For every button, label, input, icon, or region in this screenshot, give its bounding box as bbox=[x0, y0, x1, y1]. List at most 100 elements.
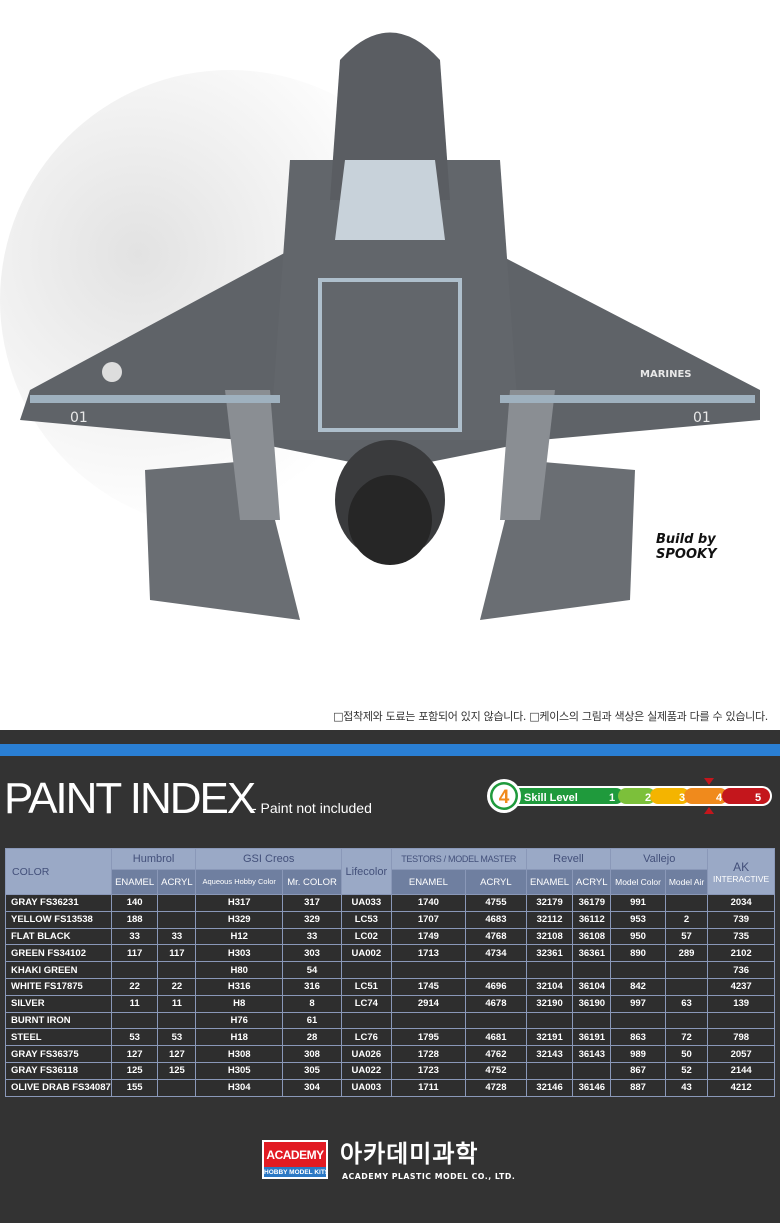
paint-code-cell: 57 bbox=[664, 927, 709, 946]
paint-code-cell: 4696 bbox=[465, 977, 527, 996]
paint-code-cell bbox=[157, 961, 197, 979]
paint-code-cell: H12 bbox=[195, 927, 284, 946]
table-row: GRAY FS36231 140 H317 317 UA033 1740 4755 32179… bbox=[5, 894, 775, 912]
paint-code-cell: 32108 bbox=[525, 927, 574, 946]
paint-code-cell: 1745 bbox=[390, 977, 467, 996]
paint-code-cell bbox=[572, 961, 612, 979]
paint-code-cell: 32104 bbox=[525, 977, 574, 996]
skill-level-4: 4 bbox=[716, 792, 723, 804]
paint-code-cell: 36112 bbox=[572, 910, 612, 929]
table-row: STEEL 53 53 H18 28 LC76 1795 4681 32191 36191 863 7… bbox=[5, 1028, 775, 1047]
paint-code-cell: UA026 bbox=[341, 1045, 392, 1063]
header-gsi-creos: GSI Creos bbox=[195, 848, 343, 870]
ak-name-2: INTERACTIVE bbox=[713, 873, 770, 884]
paint-code-cell: 1713 bbox=[390, 944, 467, 963]
paint-code-cell bbox=[110, 1011, 159, 1030]
paint-code-cell: 8 bbox=[282, 994, 343, 1013]
table-row: OLIVE DRAB FS34087 155 H304 304 UA003 1711 472… bbox=[5, 1078, 775, 1097]
paint-code-cell: 4752 bbox=[465, 1061, 527, 1080]
paint-code-cell bbox=[157, 1078, 197, 1097]
paint-code-cell: 32190 bbox=[525, 994, 574, 1013]
paint-code-cell: 316 bbox=[282, 977, 343, 996]
paint-code-cell: H329 bbox=[195, 910, 284, 929]
color-name-cell: BURNT IRON bbox=[5, 1011, 112, 1030]
skill-level-bar: 4 Skill Level 1 2 3 4 5 bbox=[487, 778, 772, 814]
paint-code-cell bbox=[157, 1011, 197, 1030]
paint-code-cell: 72 bbox=[664, 1028, 709, 1047]
paint-code-cell: 28 bbox=[282, 1028, 343, 1047]
paint-code-cell: LC02 bbox=[341, 927, 392, 946]
sub-revell-enamel: ENAMEL bbox=[525, 869, 574, 895]
paint-code-cell bbox=[525, 1061, 574, 1080]
paint-code-cell: 2914 bbox=[390, 994, 467, 1013]
paint-code-cell: 50 bbox=[664, 1045, 709, 1063]
paint-code-cell: UA002 bbox=[341, 944, 392, 963]
paint-code-cell: H76 bbox=[195, 1011, 284, 1030]
table-row: GRAY FS36118 125 125 H305 305 UA022 1723 4752 86… bbox=[5, 1061, 775, 1080]
paint-code-cell: 887 bbox=[610, 1078, 666, 1097]
paint-code-cell: 1740 bbox=[390, 894, 467, 912]
paint-code-cell: 1795 bbox=[390, 1028, 467, 1047]
paint-code-cell: H304 bbox=[195, 1078, 284, 1097]
paint-code-cell: 32143 bbox=[525, 1045, 574, 1063]
paint-code-cell: 842 bbox=[610, 977, 666, 996]
table-row: KHAKI GREEN H80 54 736 bbox=[5, 961, 775, 979]
paint-code-cell bbox=[157, 894, 197, 912]
sub-testors-enamel: ENAMEL bbox=[390, 869, 467, 895]
divider-dark bbox=[0, 730, 780, 744]
paint-code-cell bbox=[664, 977, 709, 996]
paint-code-cell: 798 bbox=[707, 1028, 775, 1047]
skill-level-2: 2 bbox=[645, 792, 651, 804]
paint-code-cell: 32146 bbox=[525, 1078, 574, 1097]
paint-code-cell: 329 bbox=[282, 910, 343, 929]
paint-code-cell: 4212 bbox=[707, 1078, 775, 1097]
paint-code-cell: 739 bbox=[707, 910, 775, 929]
paint-code-cell: LC74 bbox=[341, 994, 392, 1013]
paint-code-cell bbox=[664, 961, 709, 979]
paint-code-cell: 125 bbox=[157, 1061, 197, 1080]
skill-level-1: 1 bbox=[609, 792, 615, 804]
paint-code-cell: 117 bbox=[157, 944, 197, 963]
paint-code-cell: 1728 bbox=[390, 1045, 467, 1063]
paint-code-cell: 991 bbox=[610, 894, 666, 912]
table-row: YELLOW FS13538 188 H329 329 LC53 1707 4683 3211… bbox=[5, 910, 775, 929]
selected-marker-bottom-icon bbox=[704, 807, 714, 814]
paint-code-cell bbox=[610, 961, 666, 979]
paint-code-cell: 54 bbox=[282, 961, 343, 979]
paint-code-cell bbox=[390, 961, 467, 979]
paint-code-cell: 32179 bbox=[525, 894, 574, 912]
logo-main: ACADEMY bbox=[262, 1140, 328, 1167]
paint-code-cell: 308 bbox=[282, 1045, 343, 1063]
paint-code-cell: H305 bbox=[195, 1061, 284, 1080]
paint-code-cell: 139 bbox=[707, 994, 775, 1013]
paint-code-cell: 11 bbox=[110, 994, 159, 1013]
paint-code-cell: 36190 bbox=[572, 994, 612, 1013]
paint-code-cell: 2057 bbox=[707, 1045, 775, 1063]
table-row: BURNT IRON H76 61 bbox=[5, 1011, 775, 1030]
paint-code-cell: H18 bbox=[195, 1028, 284, 1047]
paint-code-cell bbox=[572, 1011, 612, 1030]
table-row: SILVER 11 11 H8 8 LC74 2914 4678 32190 36190 997 63… bbox=[5, 994, 775, 1013]
color-name-cell: FLAT BLACK bbox=[5, 927, 112, 946]
paint-code-cell: 32191 bbox=[525, 1028, 574, 1047]
paint-code-cell: 1707 bbox=[390, 910, 467, 929]
paint-code-cell: 304 bbox=[282, 1078, 343, 1097]
paint-code-cell: H317 bbox=[195, 894, 284, 912]
header-color: COLOR bbox=[5, 848, 112, 895]
header-vallejo: Vallejo bbox=[610, 848, 709, 870]
tail-number-left: 01 bbox=[70, 410, 88, 426]
paint-code-cell: 36108 bbox=[572, 927, 612, 946]
paint-code-cell: 4728 bbox=[465, 1078, 527, 1097]
paint-code-cell: 1723 bbox=[390, 1061, 467, 1080]
company-name-korean: 아카데미과학 bbox=[340, 1140, 479, 1168]
paint-code-cell: 61 bbox=[282, 1011, 343, 1030]
paint-code-cell: 188 bbox=[110, 910, 159, 929]
paint-code-cell: LC53 bbox=[341, 910, 392, 929]
paint-code-cell bbox=[610, 1011, 666, 1030]
color-name-cell: GRAY FS36375 bbox=[5, 1045, 112, 1063]
paint-code-cell: 4762 bbox=[465, 1045, 527, 1063]
paint-code-cell: 2034 bbox=[707, 894, 775, 912]
ak-name: AK bbox=[733, 859, 750, 874]
paint-code-cell bbox=[110, 961, 159, 979]
table-row: FLAT BLACK 33 33 H12 33 LC02 1749 4768 32108 3610… bbox=[5, 927, 775, 946]
